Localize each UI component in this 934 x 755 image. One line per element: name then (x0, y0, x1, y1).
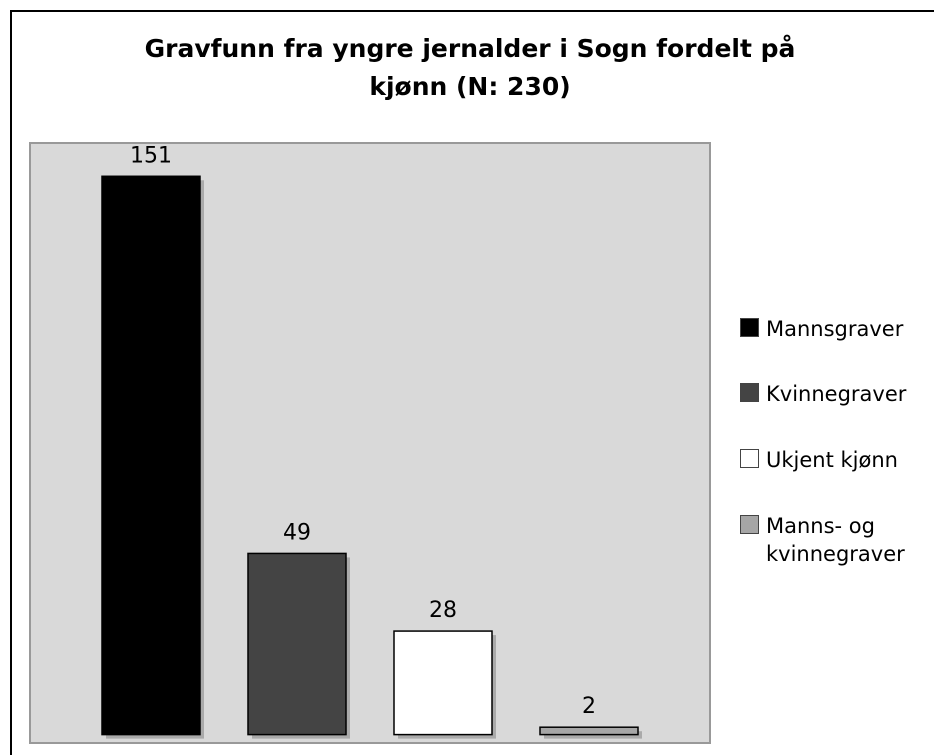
value-label: 49 (283, 520, 311, 545)
legend-label: Kvinnegraver (766, 382, 907, 406)
legend-swatch (740, 515, 759, 534)
value-label: 28 (429, 598, 457, 623)
legend-item: Kvinnegraver (740, 380, 934, 408)
legend-item: Mannsgraver (740, 315, 934, 343)
legend-swatch (740, 318, 759, 337)
bar (247, 552, 347, 736)
legend-swatch (740, 383, 759, 402)
bar (101, 175, 201, 736)
value-label: 151 (130, 143, 172, 168)
legend-label: Manns- og kvinnegraver (766, 514, 905, 566)
chart-title: Gravfunn fra yngre jernalder i Sogn ford… (144, 34, 796, 101)
legend-label: Mannsgraver (766, 317, 904, 341)
chart-frame (10, 10, 934, 755)
value-label: 2 (582, 694, 596, 719)
legend-item: Manns- og kvinnegraver (740, 512, 934, 568)
legend-item: Ukjent kjønn (740, 446, 934, 474)
bar (393, 630, 493, 736)
legend-swatch (740, 449, 759, 468)
legend-label: Ukjent kjønn (766, 448, 898, 472)
bar (539, 726, 639, 736)
